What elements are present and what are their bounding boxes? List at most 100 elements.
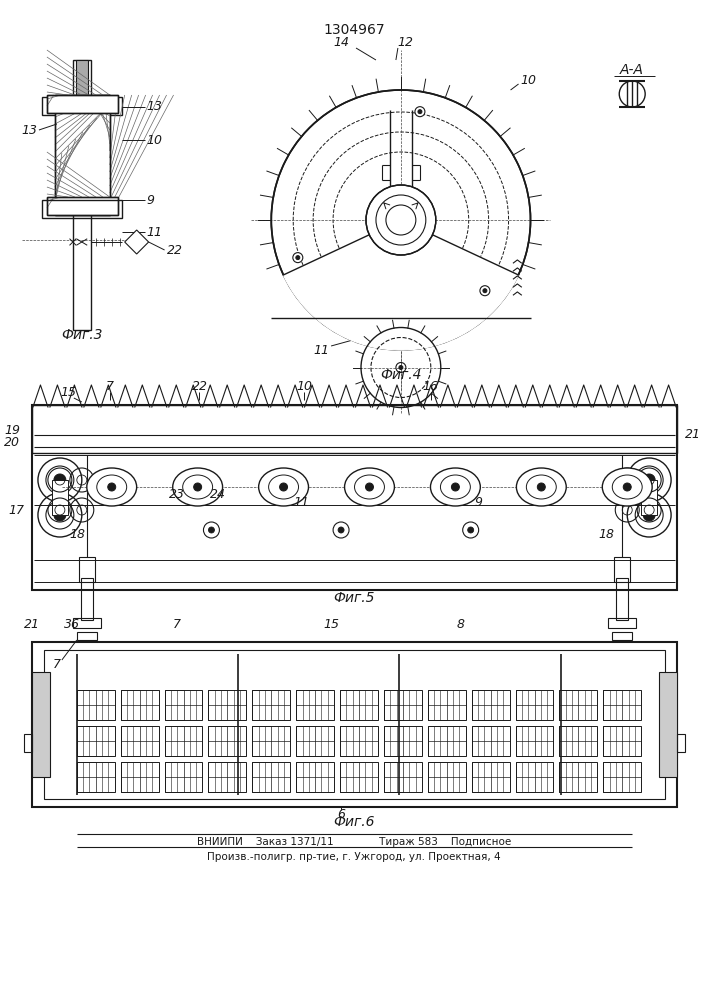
Circle shape [415,107,425,117]
Circle shape [107,483,116,491]
Bar [296,690,315,720]
Text: 23: 23 [168,488,185,502]
Bar [209,690,228,720]
Text: Фиг.4: Фиг.4 [380,368,421,382]
Bar [472,690,510,720]
Bar [428,726,466,756]
Bar [252,726,271,756]
Text: 22: 22 [192,380,207,393]
Bar [428,690,447,720]
Bar [384,690,422,720]
Text: 1304967: 1304967 [323,23,385,37]
Bar [559,726,578,756]
Text: А-А: А-А [620,63,644,77]
Bar [515,726,534,756]
Ellipse shape [431,468,480,506]
Bar [472,726,510,756]
Bar [603,690,641,720]
Text: 9: 9 [146,194,155,207]
Bar [47,197,117,215]
Bar [77,726,95,756]
Bar [32,405,677,590]
Bar [428,690,466,720]
Circle shape [483,289,487,293]
Bar [252,762,290,792]
Text: 13: 13 [146,101,163,113]
Bar [209,726,228,756]
Ellipse shape [344,468,395,506]
Text: 22: 22 [167,243,182,256]
Bar [209,690,246,720]
Text: Фиг.3: Фиг.3 [61,328,103,342]
Bar [296,762,334,792]
Circle shape [451,483,460,491]
Bar [296,726,334,756]
Ellipse shape [269,475,298,499]
Circle shape [296,256,300,260]
Ellipse shape [182,475,213,499]
Circle shape [480,286,490,296]
Bar [252,690,271,720]
Text: 7: 7 [53,658,61,672]
Circle shape [643,474,655,486]
Bar [81,578,93,620]
Circle shape [399,365,403,369]
Circle shape [54,509,66,521]
Ellipse shape [87,468,136,506]
Bar [47,197,117,215]
Text: 11: 11 [313,344,329,357]
Bar [77,690,95,720]
Bar [677,734,685,752]
Circle shape [418,110,422,114]
Text: Фиг.6: Фиг.6 [333,815,375,829]
Bar [603,690,622,720]
Bar [472,690,491,720]
Bar [617,578,629,620]
Ellipse shape [526,475,556,499]
Bar [121,762,158,792]
Bar [515,762,534,792]
Ellipse shape [259,468,308,506]
Text: 10: 10 [146,133,163,146]
Ellipse shape [516,468,566,506]
Bar [121,690,140,720]
Bar [612,632,632,640]
Bar [603,762,641,792]
Bar [77,726,115,756]
Bar [78,557,95,582]
Text: 16: 16 [423,380,439,393]
Bar [165,690,202,720]
Bar [73,60,90,330]
Circle shape [293,253,303,263]
Bar [52,480,68,515]
Bar [77,632,97,640]
Bar [209,726,246,756]
Circle shape [643,509,655,521]
Bar [641,480,657,515]
Circle shape [537,483,545,491]
Text: 11: 11 [293,496,309,510]
Bar [77,762,95,792]
Text: 7: 7 [173,618,180,632]
Polygon shape [124,230,148,254]
Bar [32,672,50,777]
Circle shape [209,527,214,533]
Bar [47,95,117,113]
Ellipse shape [602,468,652,506]
Bar [42,97,122,115]
Bar [252,726,290,756]
Bar [515,726,554,756]
Bar [428,726,447,756]
Ellipse shape [173,468,223,506]
Bar [603,762,622,792]
Text: 21: 21 [685,428,701,442]
Text: 6: 6 [337,808,345,820]
Text: Произв.-полигр. пр-тие, г. Ужгород, ул. Проектная, 4: Произв.-полигр. пр-тие, г. Ужгород, ул. … [207,852,501,862]
Bar [340,762,359,792]
Bar [515,762,554,792]
Bar [32,642,677,807]
Text: 12: 12 [398,35,414,48]
Bar [32,405,677,453]
Circle shape [194,483,201,491]
Text: 15: 15 [323,618,339,632]
